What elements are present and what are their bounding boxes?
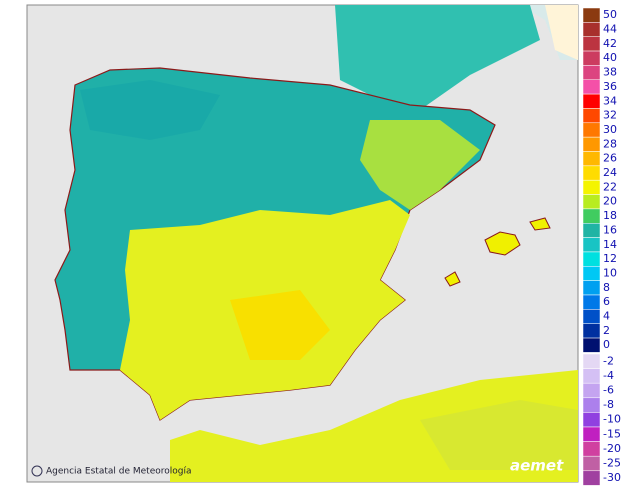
copyright-icon [31, 465, 43, 477]
legend-swatch [582, 280, 601, 296]
legend-label: -8 [603, 398, 614, 411]
logo: aemet [510, 457, 564, 475]
alps [545, 5, 578, 60]
legend-swatch [582, 309, 601, 324]
legend-label: 0 [603, 338, 610, 351]
legend-swatch [582, 151, 601, 167]
legend-swatch [582, 36, 601, 52]
legend-label: 32 [603, 109, 617, 122]
legend-label: 8 [603, 281, 610, 294]
legend-swatch [582, 441, 601, 457]
legend-swatch [582, 93, 601, 109]
legend-swatch [582, 470, 601, 486]
legend-label: 50 [603, 8, 617, 21]
legend-label: 40 [603, 51, 617, 64]
legend-label: 36 [603, 80, 617, 93]
legend-label: 44 [603, 23, 617, 36]
africa-zone [420, 400, 578, 470]
legend-label: 12 [603, 252, 617, 265]
france-south [335, 5, 540, 110]
legend-swatch [582, 122, 601, 138]
ibiza [444, 271, 461, 287]
mallorca [484, 231, 521, 256]
legend: 5044424038363432302826242220181614121086… [582, 7, 621, 486]
legend-swatch [582, 79, 601, 95]
ebro-zone [360, 120, 480, 210]
legend-swatch [582, 194, 601, 210]
legend-swatch [582, 22, 601, 37]
legend-label: 4 [603, 310, 610, 323]
legend-label: 6 [603, 295, 610, 308]
legend-swatch [582, 412, 601, 428]
legend-swatch [582, 50, 601, 66]
legend-label: -30 [603, 471, 621, 484]
legend-label: -4 [603, 369, 614, 382]
legend-swatch [582, 208, 601, 224]
legend-swatch [582, 108, 601, 124]
legend-label: 2 [603, 324, 610, 337]
legend-label: 30 [603, 123, 617, 136]
legend-swatch [582, 165, 601, 181]
legend-swatch [582, 382, 601, 399]
legend-swatch [582, 323, 601, 339]
legend-label: 20 [603, 195, 617, 208]
legend-label: 18 [603, 209, 617, 222]
legend-swatch [582, 455, 601, 472]
legend-label: 24 [603, 166, 617, 179]
legend-label: -25 [603, 457, 621, 470]
legend-swatch [582, 251, 601, 267]
legend-label: 42 [603, 37, 617, 50]
menorca [529, 217, 551, 231]
legend-label: -20 [603, 442, 621, 455]
guadalquivir-zone [230, 290, 330, 360]
legend-swatch [582, 426, 601, 442]
north-zone [80, 80, 220, 140]
legend-label: 34 [603, 94, 617, 107]
legend-label: 14 [603, 238, 617, 251]
legend-swatch [582, 7, 601, 23]
legend-swatch [582, 337, 601, 353]
legend-swatch [582, 266, 601, 281]
legend-swatch [582, 179, 601, 195]
legend-label: 28 [603, 137, 617, 150]
legend-label: 16 [603, 223, 617, 236]
legend-swatch [582, 223, 601, 238]
legend-swatch [582, 294, 601, 310]
legend-swatch [582, 353, 601, 369]
legend-label: 38 [603, 66, 617, 79]
legend-swatch [582, 136, 601, 152]
legend-label: -6 [603, 384, 614, 397]
credit: Agencia Estatal de Meteorología [46, 467, 192, 477]
legend-swatch [582, 368, 601, 384]
legend-label: -10 [603, 413, 621, 426]
legend-swatch [582, 65, 601, 81]
legend-label: 22 [603, 180, 617, 193]
legend-label: -2 [603, 354, 614, 367]
legend-swatch [582, 397, 601, 413]
legend-label: -15 [603, 427, 621, 440]
legend-swatch [582, 237, 601, 253]
legend-label: 26 [603, 152, 617, 165]
legend-label: 10 [603, 266, 617, 279]
